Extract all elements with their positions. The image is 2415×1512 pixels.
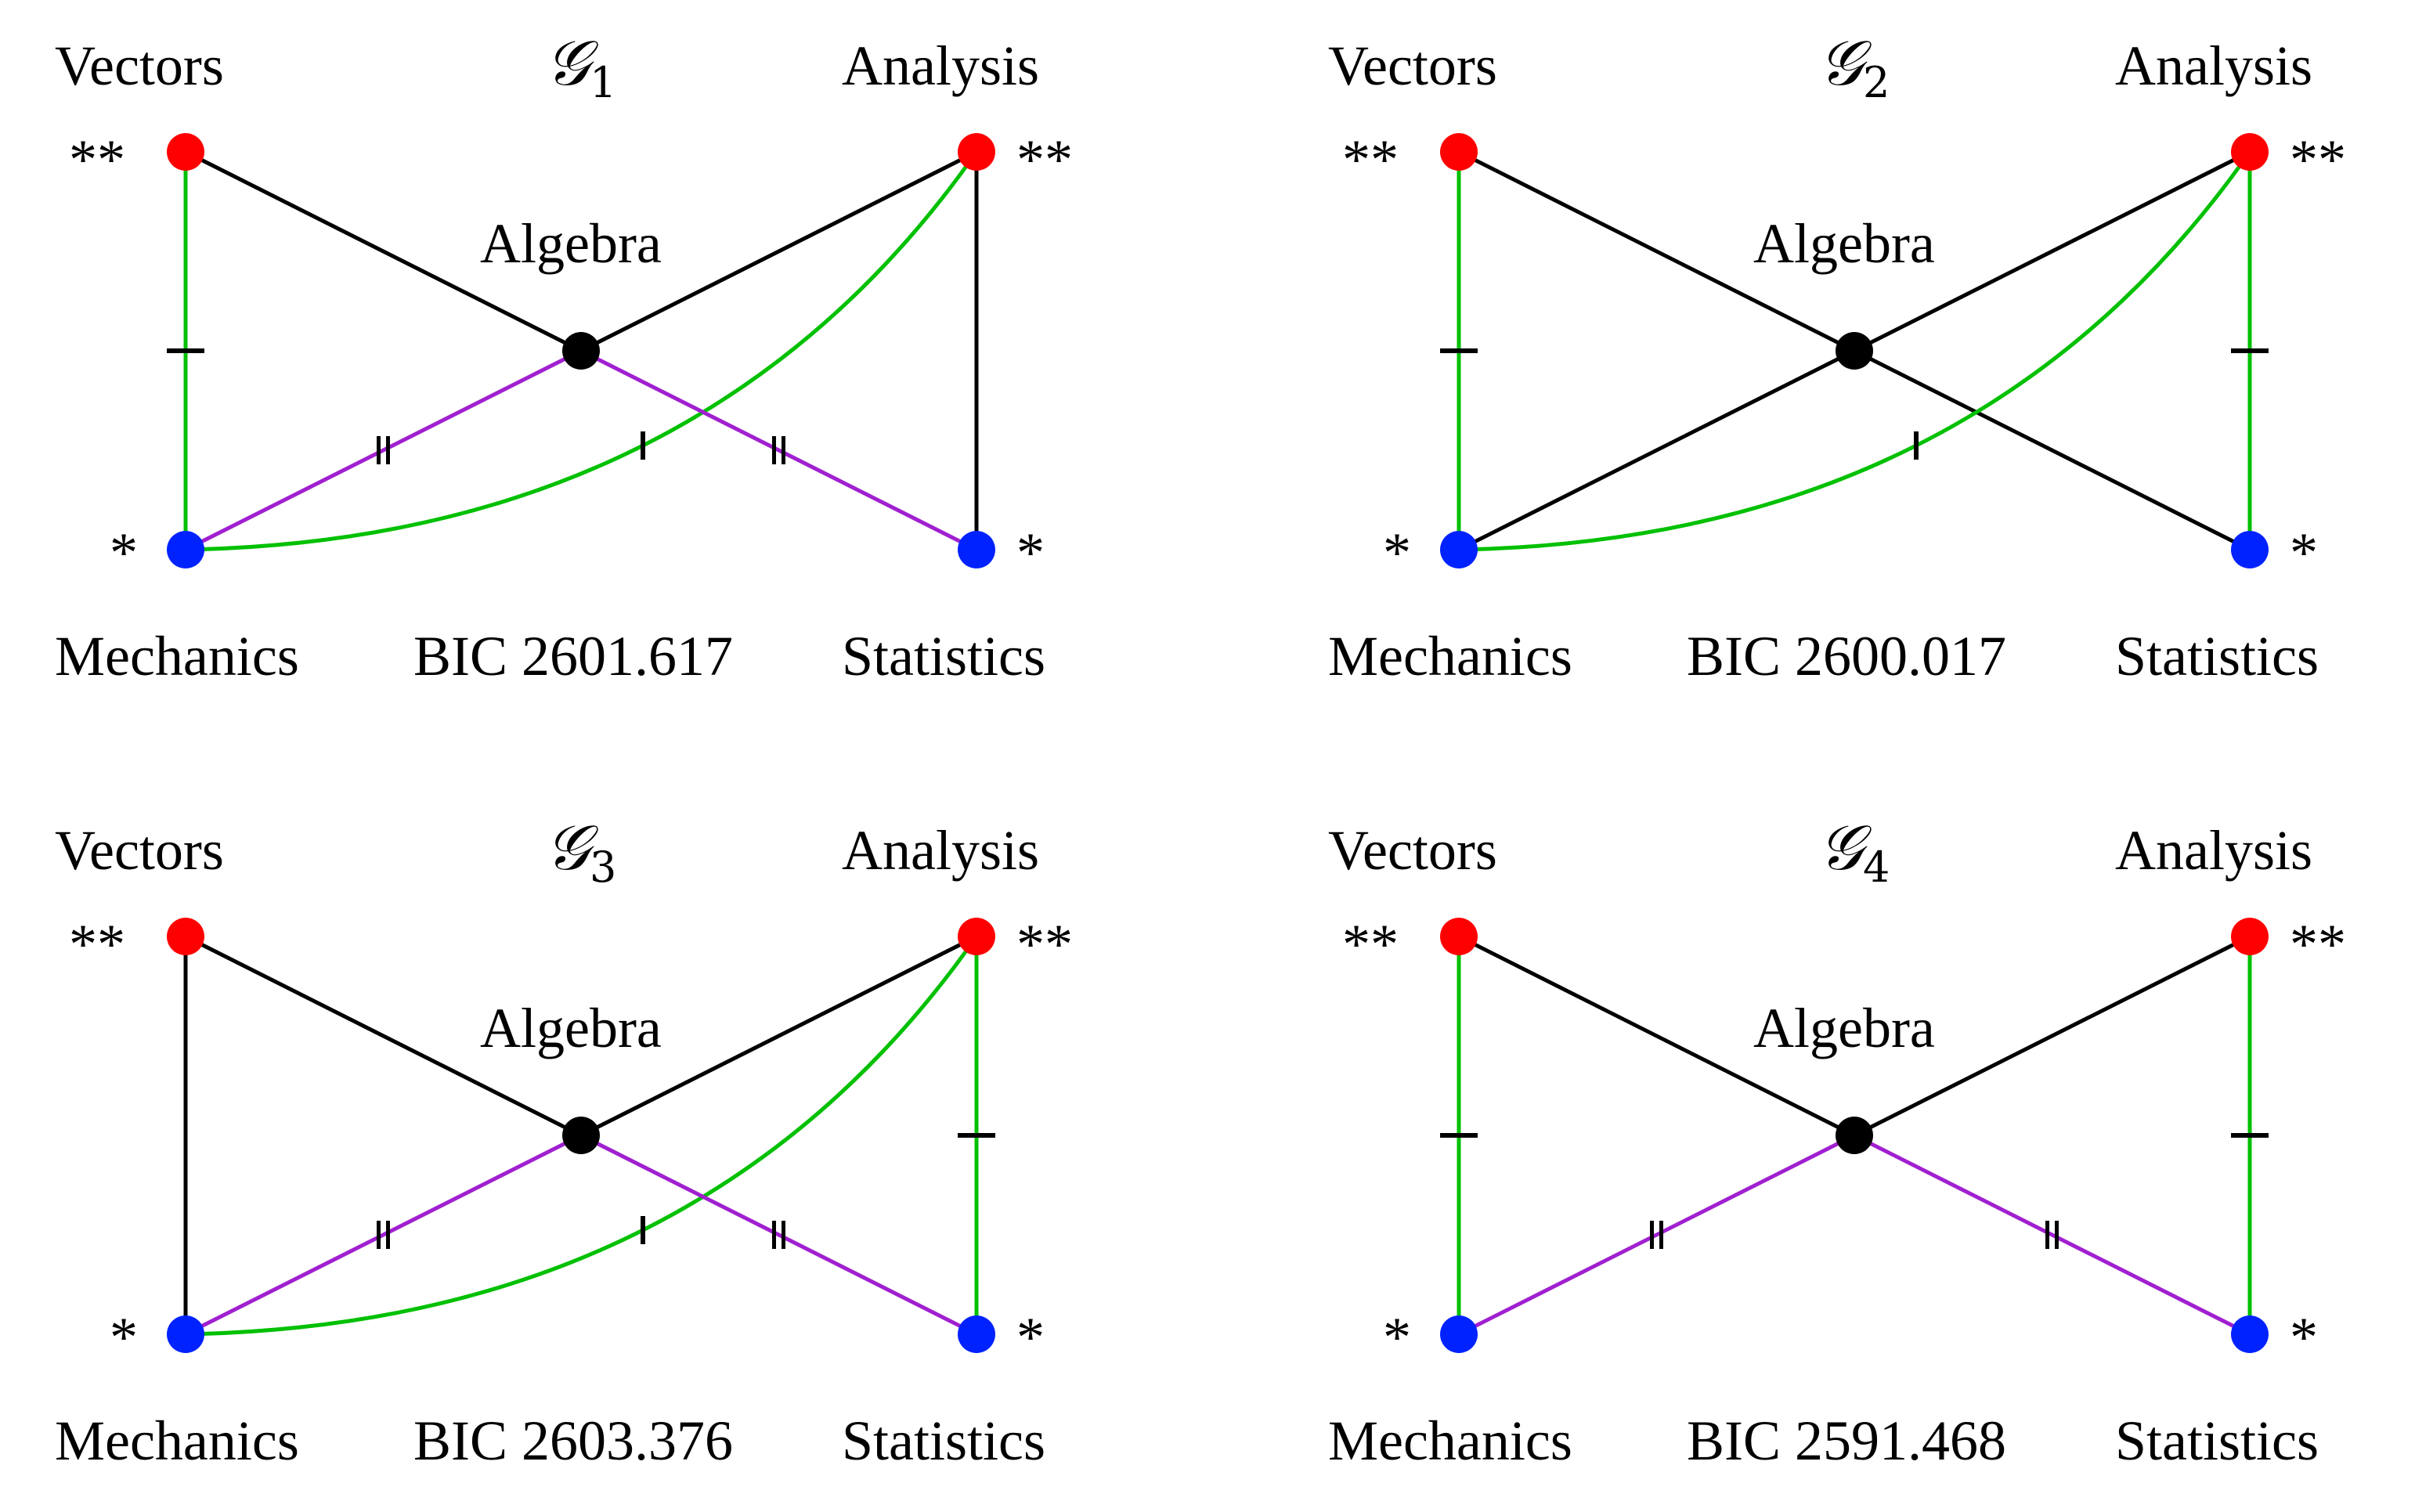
- label-vectors: Vectors: [1328, 34, 1497, 97]
- star-statistics: *: [1016, 521, 1045, 584]
- node-vectors: [1440, 133, 1478, 171]
- label-vectors: Vectors: [1328, 819, 1497, 882]
- star-statistics: *: [2290, 1306, 2318, 1369]
- panel-g2: Vectors Analysis Algebra Mechanics Stati…: [1328, 27, 2346, 687]
- star-mechanics: *: [1383, 521, 1411, 584]
- title-subscript: 3: [590, 843, 616, 892]
- node-statistics: [2231, 1315, 2269, 1353]
- label-vectors: Vectors: [55, 819, 224, 882]
- star-vectors: **: [69, 128, 125, 191]
- node-algebra: [1836, 332, 1873, 370]
- edge-vectors-algebra: [184, 150, 583, 353]
- edge-vectors-algebra: [1457, 150, 1856, 353]
- edge-analysis-algebra: [1853, 934, 2251, 1138]
- node-analysis: [958, 918, 995, 955]
- star-mechanics: *: [1383, 1306, 1411, 1369]
- star-analysis: **: [1016, 913, 1073, 976]
- node-statistics: [958, 531, 995, 568]
- label-statistics: Statistics: [842, 625, 1045, 687]
- label-analysis: Analysis: [2115, 34, 2312, 97]
- panel-g3: Vectors Analysis Algebra Mechanics Stati…: [55, 811, 1073, 1472]
- panel-g1: Vectors Analysis Algebra Mechanics Stati…: [55, 27, 1073, 687]
- edges-g1: [167, 150, 979, 552]
- node-vectors: [167, 918, 204, 955]
- node-analysis: [2231, 133, 2269, 171]
- node-analysis: [2231, 918, 2269, 955]
- label-mechanics: Mechanics: [1328, 625, 1572, 687]
- edge-analysis-algebra: [579, 934, 978, 1138]
- node-mechanics: [1440, 531, 1478, 568]
- edge-vectors-algebra: [1457, 934, 1856, 1138]
- label-statistics: Statistics: [2115, 1409, 2319, 1472]
- edge-mechanics-algebra: [184, 1133, 583, 1337]
- bic-score: BIC 2601.617: [413, 625, 733, 687]
- star-vectors: **: [1342, 128, 1399, 191]
- bic-score: BIC 2591.468: [1687, 1409, 2006, 1472]
- bic-score: BIC 2600.017: [1687, 625, 2006, 687]
- edges-g2: [1440, 150, 2269, 552]
- label-algebra: Algebra: [1753, 212, 1935, 275]
- node-mechanics: [167, 1315, 204, 1353]
- node-mechanics: [167, 531, 204, 568]
- label-vectors: Vectors: [55, 34, 224, 97]
- star-vectors: **: [1342, 913, 1399, 976]
- edge-mechanics-algebra: [1457, 1133, 1856, 1337]
- star-statistics: *: [1016, 1306, 1045, 1369]
- label-algebra: Algebra: [1753, 997, 1935, 1059]
- edge-algebra-statistics: [579, 1133, 978, 1337]
- edge-mechanics-algebra: [1457, 348, 1856, 552]
- graph-title: 𝒢2: [1818, 27, 1890, 107]
- panel-g4: Vectors Analysis Algebra Mechanics Stati…: [1328, 811, 2346, 1472]
- star-mechanics: *: [110, 1306, 138, 1369]
- label-mechanics: Mechanics: [55, 1409, 299, 1472]
- edge-algebra-statistics: [1853, 348, 2251, 552]
- star-analysis: **: [1016, 128, 1073, 191]
- node-analysis: [958, 133, 995, 171]
- edge-mechanics-algebra: [184, 348, 583, 552]
- node-algebra: [562, 1117, 600, 1154]
- graph-title: 𝒢3: [545, 811, 616, 892]
- node-algebra: [562, 332, 600, 370]
- label-algebra: Algebra: [480, 997, 662, 1059]
- edges-g3: [183, 934, 995, 1337]
- star-analysis: **: [2290, 913, 2346, 976]
- nodes-g1: [167, 133, 995, 568]
- title-subscript: 2: [1863, 58, 1890, 107]
- edge-vectors-algebra: [184, 934, 583, 1138]
- node-mechanics: [1440, 1315, 1478, 1353]
- label-mechanics: Mechanics: [55, 625, 299, 687]
- label-analysis: Analysis: [842, 34, 1039, 97]
- star-statistics: *: [2290, 521, 2318, 584]
- label-algebra: Algebra: [480, 212, 662, 275]
- star-vectors: **: [69, 913, 125, 976]
- edge-algebra-statistics: [579, 348, 978, 552]
- title-subscript: 1: [590, 58, 616, 107]
- node-algebra: [1836, 1117, 1873, 1154]
- star-analysis: **: [2290, 128, 2346, 191]
- label-statistics: Statistics: [2115, 625, 2319, 687]
- title-subscript: 4: [1863, 843, 1890, 892]
- nodes-g4: [1440, 918, 2269, 1353]
- nodes-g2: [1440, 133, 2269, 568]
- graph-title: 𝒢1: [545, 27, 616, 107]
- label-statistics: Statistics: [842, 1409, 1045, 1472]
- edge-algebra-statistics: [1853, 1133, 2251, 1337]
- node-vectors: [1440, 918, 1478, 955]
- edges-g4: [1440, 934, 2269, 1337]
- label-analysis: Analysis: [2115, 819, 2312, 882]
- graph-title: 𝒢4: [1818, 811, 1890, 892]
- edge-analysis-algebra: [579, 150, 978, 353]
- node-statistics: [2231, 531, 2269, 568]
- node-statistics: [958, 1315, 995, 1353]
- star-mechanics: *: [110, 521, 138, 584]
- edge-analysis-algebra: [1853, 150, 2251, 353]
- bic-score: BIC 2603.376: [413, 1409, 733, 1472]
- node-vectors: [167, 133, 204, 171]
- label-mechanics: Mechanics: [1328, 1409, 1572, 1472]
- nodes-g3: [167, 918, 995, 1353]
- label-analysis: Analysis: [842, 819, 1039, 882]
